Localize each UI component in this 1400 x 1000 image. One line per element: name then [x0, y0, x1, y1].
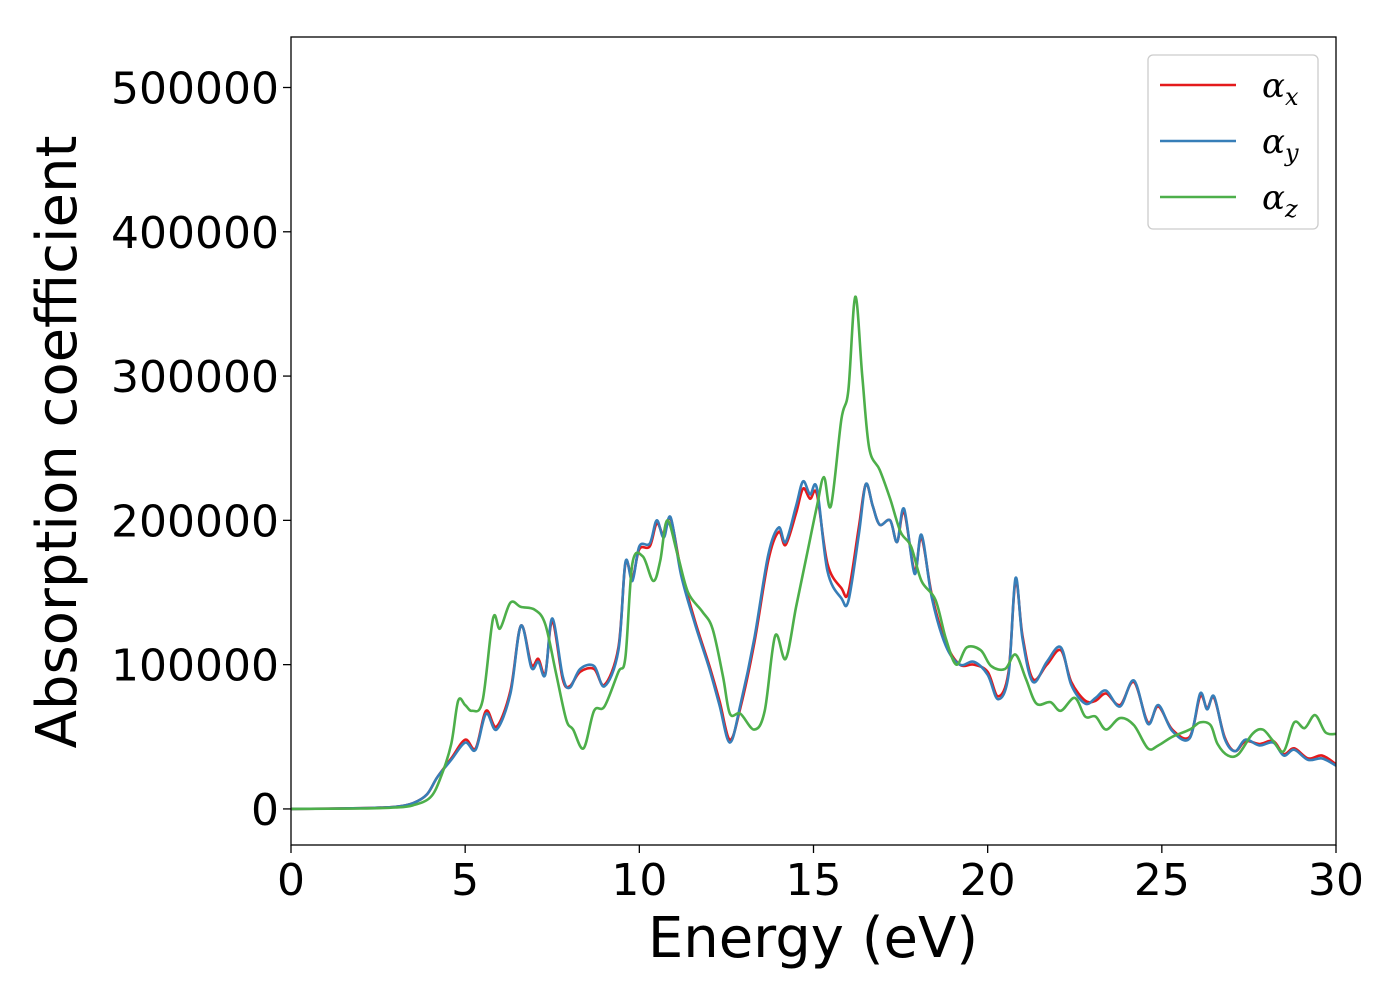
y-axis-label: Absorption coefficient: [25, 136, 90, 749]
y-axis-ticks: 0 100000 200000 300000 400000 500000: [111, 64, 291, 836]
x-tick-label: 5: [451, 855, 479, 906]
x-tick-label: 25: [1134, 855, 1190, 906]
y-tick-label: 200000: [111, 496, 279, 547]
x-axis-ticks: 0 5 10 15 20 25 30: [277, 845, 1364, 906]
x-tick-label: 15: [786, 855, 842, 906]
legend-label-y: αy: [1262, 122, 1299, 167]
x-tick-label: 10: [611, 855, 667, 906]
y-tick-label: 500000: [111, 64, 279, 115]
series-line-y: [291, 480, 1336, 811]
x-axis-label: Energy (eV): [648, 906, 978, 971]
y-tick-label: 0: [251, 785, 279, 836]
y-tick-label: 400000: [111, 208, 279, 259]
y-tick-label: 100000: [111, 641, 279, 692]
x-tick-label: 0: [277, 855, 305, 906]
series-line-z: [291, 295, 1336, 811]
x-tick-label: 20: [960, 855, 1016, 906]
legend-label-x: αx: [1262, 66, 1299, 111]
y-tick-label: 300000: [111, 352, 279, 403]
plot-lines: [291, 295, 1336, 811]
x-tick-label: 30: [1308, 855, 1364, 906]
